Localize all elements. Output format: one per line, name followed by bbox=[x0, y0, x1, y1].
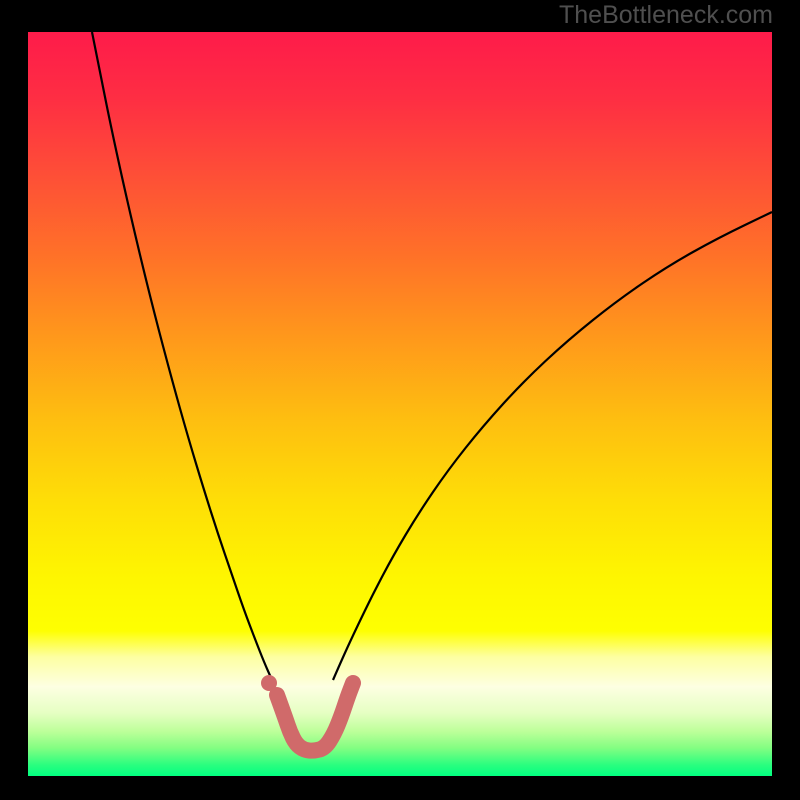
bottleneck-marker-u bbox=[277, 683, 353, 751]
chart-stage: TheBottleneck.com bbox=[0, 0, 800, 800]
bottleneck-curve-left bbox=[92, 32, 272, 680]
chart-plot-area bbox=[28, 32, 772, 776]
chart-svg-layer bbox=[28, 32, 772, 776]
bottleneck-curve-right bbox=[333, 212, 772, 680]
watermark-text: TheBottleneck.com bbox=[559, 1, 773, 30]
